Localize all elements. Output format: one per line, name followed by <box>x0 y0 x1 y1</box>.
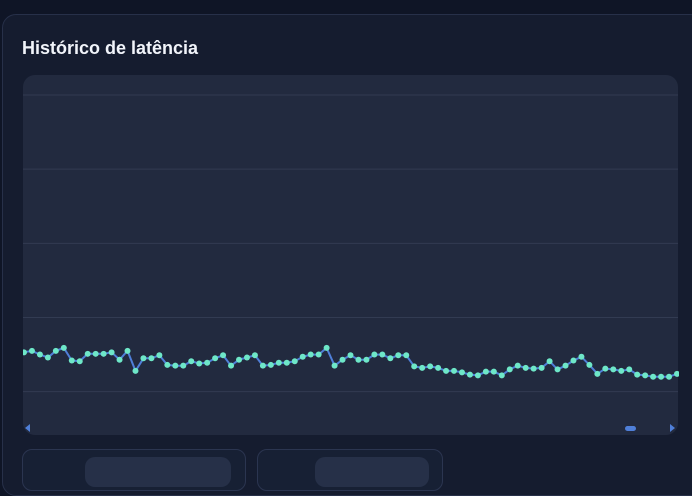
scroll-right[interactable] <box>670 424 675 432</box>
page: Histórico de latência (() => { const dat… <box>2 14 692 496</box>
data-point <box>474 372 481 379</box>
data-point <box>458 369 465 376</box>
data-point <box>44 354 51 361</box>
data-point <box>251 352 258 359</box>
data-point <box>220 352 227 359</box>
data-point <box>267 361 274 368</box>
data-point <box>379 351 386 358</box>
data-point <box>156 352 163 359</box>
data-point <box>84 350 91 357</box>
data-point <box>132 367 139 374</box>
data-point <box>52 347 59 354</box>
data-point <box>570 357 577 364</box>
data-point <box>674 370 679 377</box>
data-point <box>323 344 330 351</box>
data-point <box>315 351 322 358</box>
data-point <box>626 366 633 373</box>
data-point <box>618 367 625 374</box>
data-point <box>498 372 505 379</box>
data-point <box>331 362 338 369</box>
data-point <box>530 365 537 372</box>
data-point <box>610 366 617 373</box>
data-point <box>140 355 147 362</box>
data-point <box>546 358 553 365</box>
data-point <box>363 356 370 363</box>
data-point <box>339 356 346 363</box>
data-point <box>658 373 665 380</box>
data-point <box>514 362 521 369</box>
card-title: Histórico de latência <box>22 38 199 58</box>
data-point <box>164 361 171 368</box>
data-point <box>602 365 609 372</box>
data-point <box>562 362 569 369</box>
data-point <box>642 372 649 379</box>
data-point <box>212 355 219 362</box>
data-point <box>23 349 27 356</box>
data-point <box>427 363 434 370</box>
data-point <box>291 358 298 365</box>
data-point <box>554 366 561 373</box>
data-point <box>435 364 442 371</box>
data-point <box>586 361 593 368</box>
data-point <box>36 351 43 358</box>
data-point <box>506 366 513 373</box>
data-point <box>92 350 99 357</box>
data-point <box>172 362 179 369</box>
data-point <box>482 368 489 375</box>
data-point <box>594 370 601 377</box>
data-point <box>650 373 657 380</box>
data-point <box>419 364 426 371</box>
data-point <box>259 362 266 369</box>
data-point <box>634 371 641 378</box>
data-point <box>68 357 75 364</box>
scroll-left[interactable] <box>25 424 30 432</box>
data-point <box>522 364 529 371</box>
data-point <box>28 347 35 354</box>
data-point <box>196 360 203 367</box>
data-point <box>236 356 243 363</box>
data-point <box>411 363 418 370</box>
scroll-thumb[interactable] <box>625 426 636 431</box>
data-point <box>538 364 545 371</box>
data-point <box>148 355 155 362</box>
data-point <box>108 349 115 356</box>
data-point <box>387 355 394 362</box>
button-inner[interactable] <box>315 457 429 487</box>
data-point <box>443 367 450 374</box>
plot-bg <box>23 75 678 435</box>
data-point <box>299 353 306 360</box>
data-point <box>466 371 473 378</box>
data-point <box>355 356 362 363</box>
chart <box>23 75 679 435</box>
data-point <box>578 353 585 360</box>
data-point <box>243 354 250 361</box>
data-point <box>347 352 354 359</box>
data-point <box>451 367 458 374</box>
data-point <box>124 347 131 354</box>
data-point <box>116 356 123 363</box>
button-inner[interactable] <box>85 457 231 487</box>
data-point <box>283 359 290 366</box>
data-point <box>490 368 497 375</box>
data-point <box>395 352 402 359</box>
data-point <box>204 359 211 366</box>
data-point <box>371 351 378 358</box>
data-point <box>403 352 410 359</box>
data-point <box>76 358 83 365</box>
data-point <box>228 362 235 369</box>
data-point <box>180 362 187 369</box>
data-point <box>188 358 195 365</box>
data-point <box>666 373 673 380</box>
data-point <box>307 351 314 358</box>
data-point <box>100 350 107 357</box>
data-point <box>275 359 282 366</box>
data-point <box>60 344 67 351</box>
